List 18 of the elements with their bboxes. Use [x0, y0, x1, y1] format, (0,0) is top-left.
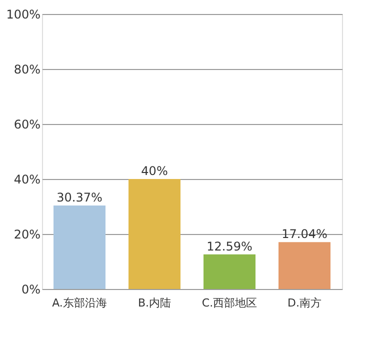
data-label: 40% [141, 164, 168, 178]
bar [128, 179, 180, 289]
bar [278, 242, 330, 289]
y-tick-label: 60% [14, 118, 40, 132]
y-tick-label: 40% [14, 172, 40, 186]
x-tick-label: D.南方 [288, 296, 322, 310]
bar [204, 254, 256, 289]
x-tick-label: C.西部地区 [202, 296, 258, 310]
x-tick-label: A.东部沿海 [52, 296, 107, 310]
data-label: 30.37% [56, 190, 102, 204]
y-tick-label: 0% [21, 282, 40, 296]
bar [54, 205, 106, 289]
y-tick-label: 80% [14, 62, 40, 76]
x-tick-label: B.内陆 [138, 296, 172, 310]
data-label: 17.04% [282, 227, 328, 242]
y-tick-label: 20% [14, 228, 40, 242]
y-tick-label: 100% [6, 8, 40, 22]
data-label: 12.59% [206, 239, 252, 254]
